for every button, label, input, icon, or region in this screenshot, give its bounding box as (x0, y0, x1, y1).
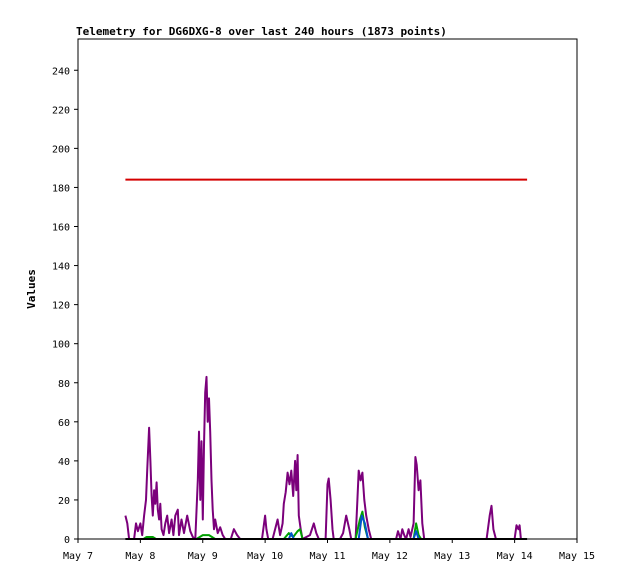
x-axis: May 7 May 8 May 9 May 10 May 11 May 12 May 13 M… (63, 539, 595, 562)
x-tick-label: May 14 (497, 551, 533, 562)
x-tick-label: May 7 (63, 551, 93, 562)
x-tick-label: May 10 (247, 551, 283, 562)
x-tick-label: May 15 (559, 551, 595, 562)
y-tick-label: 0 (64, 535, 70, 546)
y-tick-label: 100 (52, 340, 70, 351)
y-axis: 0 20 40 60 80 100 120 140 160 180 200 220 240 (52, 66, 78, 546)
x-tick-label: May 9 (188, 551, 218, 562)
y-tick-label: 40 (58, 457, 70, 468)
x-tick-label: May 13 (434, 551, 470, 562)
y-tick-label: 240 (52, 66, 70, 77)
plot-frame (77, 38, 578, 540)
x-tick-label: May 8 (125, 551, 155, 562)
x-tick-label: May 11 (309, 551, 345, 562)
y-tick-label: 140 (52, 262, 70, 273)
y-axis-label: Values (25, 269, 38, 309)
y-tick-label: 60 (58, 418, 70, 429)
y-tick-label: 220 (52, 105, 70, 116)
series-line-2 (124, 375, 522, 540)
y-tick-label: 180 (52, 183, 70, 194)
series-line-4 (287, 514, 420, 540)
y-tick-label: 120 (52, 301, 70, 312)
series-layer (124, 178, 528, 540)
y-tick-label: 160 (52, 223, 70, 234)
chart-title: Telemetry for DG6DXG-8 over last 240 hou… (76, 25, 447, 38)
x-tick-label: May 12 (372, 551, 408, 562)
y-tick-label: 80 (58, 379, 70, 390)
y-tick-label: 20 (58, 496, 70, 507)
y-tick-label: 200 (52, 144, 70, 155)
